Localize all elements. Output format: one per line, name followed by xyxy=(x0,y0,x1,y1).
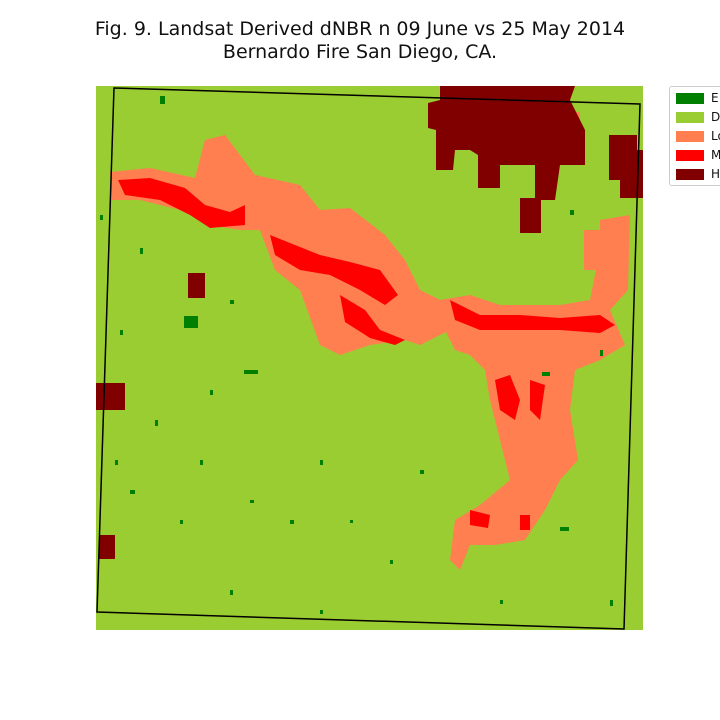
legend-swatch xyxy=(676,169,704,180)
high-severity-areas xyxy=(96,86,643,559)
map-title-line2: Bernardo Fire San Diego, CA. xyxy=(222,41,498,63)
legend-label: D xyxy=(711,110,720,124)
legend-label: H xyxy=(711,167,720,181)
scene-boundary xyxy=(96,87,641,630)
legend-item-high-severity: H xyxy=(676,167,720,182)
map-legend: E D Lo M H xyxy=(669,86,720,186)
moderate-severity-band-1 xyxy=(118,178,245,228)
low-severity-patch-east xyxy=(584,230,614,270)
legend-label: Lo xyxy=(711,129,720,143)
high-severity-block-sw xyxy=(99,535,115,559)
moderate-severity-band-4 xyxy=(450,300,615,333)
legend-swatch xyxy=(676,112,704,123)
legend-item-unburned: D xyxy=(676,110,720,125)
legend-item-moderate-severity: M xyxy=(676,148,720,163)
high-severity-block-center xyxy=(188,273,205,298)
moderate-severity-band-6 xyxy=(530,380,545,420)
moderate-severity-band-7 xyxy=(470,510,490,528)
high-severity-block-west xyxy=(96,383,125,410)
map-title-line1: Fig. 9. Landsat Derived dNBR n 09 June v… xyxy=(94,18,626,40)
moderate-severity-band-8 xyxy=(520,515,530,530)
legend-item-low-severity: Lo xyxy=(676,129,720,144)
moderate-severity-band-2 xyxy=(270,235,398,305)
legend-swatch xyxy=(676,131,704,142)
legend-label: E xyxy=(711,91,719,105)
high-severity-block-north xyxy=(428,86,585,200)
legend-swatch xyxy=(676,93,704,104)
moderate-severity-areas xyxy=(118,178,615,530)
moderate-severity-band-3 xyxy=(340,295,405,345)
moderate-severity-band-5 xyxy=(495,375,520,420)
legend-label: M xyxy=(711,148,720,162)
high-severity-block-ne-2 xyxy=(620,150,643,198)
legend-item-enhanced-regrowth: E xyxy=(676,91,720,106)
enhanced-regrowth-pixels xyxy=(100,96,613,614)
high-severity-block-north-2 xyxy=(520,198,541,233)
legend-swatch xyxy=(676,150,704,161)
